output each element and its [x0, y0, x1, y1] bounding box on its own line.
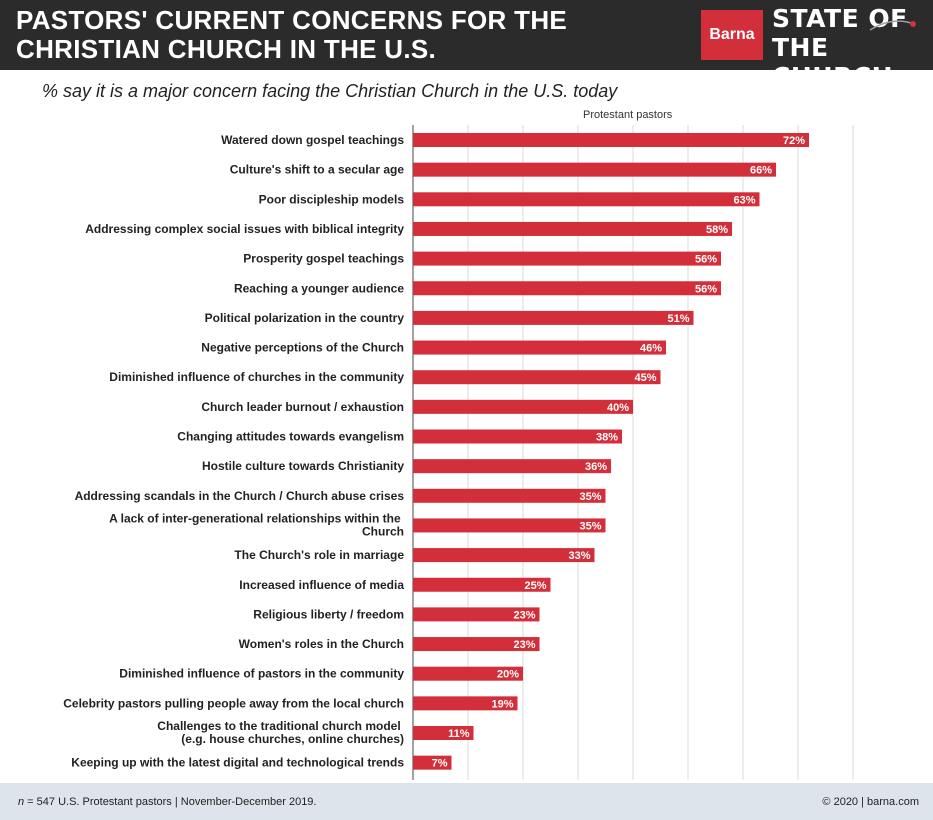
value-label: 35% — [579, 520, 601, 532]
category-label: Diminished influence of churches in the … — [109, 370, 404, 384]
category-label: Religious liberty / freedom — [253, 607, 404, 621]
bar — [413, 310, 694, 325]
series-label: Protestant pastors — [583, 109, 673, 121]
category-label: Addressing scandals in the Church / Chur… — [75, 489, 405, 503]
category-label: Keeping up with the latest digital and t… — [71, 756, 404, 770]
page-title: PASTORS' CURRENT CONCERNS FOR THE CHRIST… — [16, 5, 568, 64]
value-label: 45% — [634, 372, 656, 384]
value-label: 20% — [497, 669, 519, 681]
report-logo: STATE OF THE CHURCH — [772, 4, 933, 91]
bar — [413, 755, 452, 770]
bar — [413, 192, 760, 207]
value-label: 66% — [750, 165, 772, 177]
value-label: 72% — [783, 135, 805, 147]
category-label: Challenges to the traditional church mod… — [157, 719, 404, 746]
bar — [413, 666, 523, 681]
category-label: The Church's role in marriage — [234, 548, 404, 562]
bar — [413, 370, 661, 385]
report-logo-line1: STATE OF — [772, 4, 908, 33]
value-label: 11% — [448, 728, 470, 740]
value-label: 38% — [596, 432, 618, 444]
sample-note: n = 547 U.S. Protestant pastors | Novemb… — [18, 796, 316, 808]
bar — [413, 488, 606, 503]
value-label: 36% — [585, 461, 607, 473]
category-label: Church leader burnout / exhaustion — [201, 400, 404, 414]
chart-subtitle: % say it is a major concern facing the C… — [42, 81, 618, 101]
category-label: Political polarization in the country — [205, 311, 405, 325]
category-label: Poor discipleship models — [259, 192, 405, 206]
category-label: Celebrity pastors pulling people away fr… — [63, 696, 404, 710]
category-label: Culture's shift to a secular age — [230, 163, 405, 177]
bar — [413, 251, 721, 266]
sample-n: n — [18, 796, 25, 808]
header-banner: PASTORS' CURRENT CONCERNS FOR THE CHRIST… — [0, 0, 933, 91]
value-label: 56% — [695, 254, 717, 266]
category-label: Negative perceptions of the Church — [201, 341, 404, 355]
bar — [413, 726, 474, 740]
category-label: Prosperity gospel teachings — [243, 252, 404, 266]
bar — [413, 162, 776, 177]
value-label: 19% — [491, 698, 513, 710]
category-label: Women's roles in the Church — [239, 637, 404, 651]
bar — [413, 340, 666, 355]
bar — [413, 548, 595, 563]
value-label: 40% — [607, 402, 629, 414]
report-logo-line2: THE CHURCH — [772, 33, 894, 91]
value-label: 23% — [513, 639, 535, 651]
category-label: Addressing complex social issues with bi… — [85, 222, 404, 236]
value-label: 23% — [513, 609, 535, 621]
value-label: 33% — [568, 550, 590, 562]
value-label: 7% — [432, 758, 448, 770]
bar — [413, 133, 809, 147]
category-label: Changing attitudes towards evangelism — [177, 430, 404, 444]
category-label: Watered down gospel teachings — [221, 133, 404, 147]
bar — [413, 518, 606, 533]
value-label: 56% — [695, 283, 717, 295]
bar — [413, 577, 551, 592]
value-label: 35% — [579, 491, 601, 503]
value-label: 63% — [733, 194, 755, 206]
bar — [413, 459, 611, 474]
barna-logo: Barna — [701, 10, 763, 60]
category-label: Increased influence of media — [239, 578, 404, 592]
value-label: 58% — [706, 224, 728, 236]
swoosh-icon — [869, 20, 916, 31]
category-label: Hostile culture towards Christianity — [202, 459, 404, 473]
bar — [413, 221, 732, 236]
bar — [413, 607, 540, 622]
footer: n = 547 U.S. Protestant pastors | Novemb… — [0, 783, 933, 820]
sample-text: = 547 U.S. Protestant pastors | November… — [24, 796, 317, 808]
bar — [413, 429, 622, 444]
copyright: © 2020 | barna.com — [822, 796, 919, 808]
bar — [413, 696, 518, 711]
value-label: 46% — [640, 343, 662, 355]
bar-chart: 72% Watered down gospel teachings 66% Cultu… — [63, 125, 854, 780]
value-label: 25% — [524, 580, 546, 592]
category-label: Reaching a younger audience — [234, 281, 404, 295]
value-label: 51% — [667, 313, 689, 325]
category-label: A lack of inter-generational relationshi… — [109, 511, 404, 538]
bar — [413, 399, 633, 414]
bar — [413, 281, 721, 296]
category-label: Diminished influence of pastors in the c… — [119, 667, 404, 681]
bar — [413, 637, 540, 652]
